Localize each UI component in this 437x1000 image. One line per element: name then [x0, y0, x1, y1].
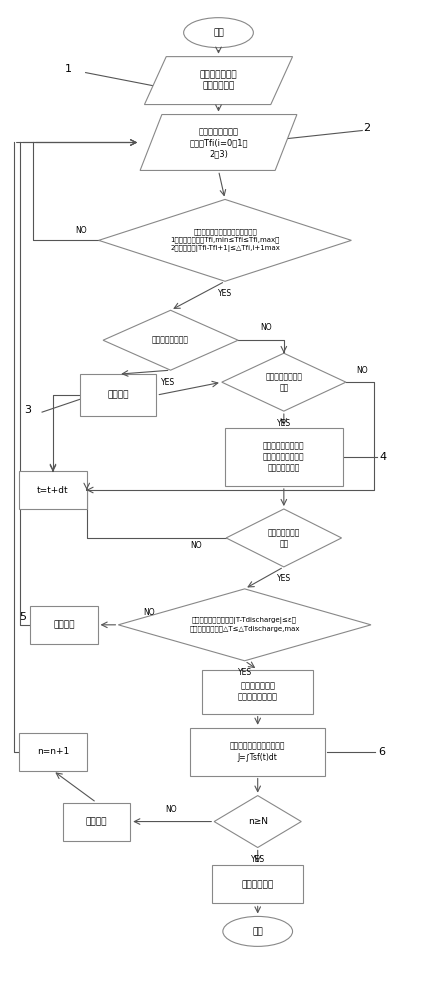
Polygon shape — [118, 589, 371, 661]
Text: 2: 2 — [363, 123, 370, 133]
Text: NO: NO — [76, 226, 87, 235]
Polygon shape — [145, 57, 292, 105]
Text: 结束: 结束 — [252, 927, 263, 936]
Polygon shape — [140, 115, 297, 170]
Ellipse shape — [223, 916, 292, 946]
Text: 开始: 开始 — [213, 28, 224, 37]
Text: YES: YES — [238, 668, 252, 677]
Bar — [190, 728, 325, 776]
Text: 坯料温度场跟踪功能
模块，计算坯料当前
位置的节点温度: 坯料温度场跟踪功能 模块，计算坯料当前 位置的节点温度 — [263, 441, 305, 473]
Polygon shape — [103, 310, 238, 370]
Bar — [225, 428, 343, 486]
Text: 3: 3 — [24, 405, 31, 415]
Text: 炉温修正: 炉温修正 — [86, 817, 107, 826]
Text: NO: NO — [190, 541, 201, 550]
Text: 进入下一温度跟踪
周期: 进入下一温度跟踪 周期 — [265, 372, 302, 392]
Text: YES: YES — [277, 574, 291, 583]
Text: 坯料加热曲线: 坯料加热曲线 — [242, 880, 274, 889]
Text: 1: 1 — [65, 64, 72, 74]
Text: YES: YES — [277, 419, 291, 428]
Text: n=n+1: n=n+1 — [37, 747, 69, 756]
Bar — [63, 803, 130, 841]
Text: NO: NO — [260, 323, 272, 332]
Text: 炉温修正: 炉温修正 — [53, 620, 75, 629]
Polygon shape — [99, 199, 351, 281]
Text: t=t+dt: t=t+dt — [37, 486, 69, 495]
Text: 5: 5 — [19, 612, 26, 622]
Text: 坯料达到目标出炉温度|T-Tdischarge|≤ε、
满足出炉断面温差△T≤△Tdischarge,max: 坯料达到目标出炉温度|T-Tdischarge|≤ε、 满足出炉断面温差△T≤△… — [189, 617, 300, 632]
Text: 加热炉各炉段炉温
设定值Tfi(i=0、1、
2、3): 加热炉各炉段炉温 设定值Tfi(i=0、1、 2、3) — [189, 127, 248, 158]
Text: 表面温度积分替代目标函数
J=∫Tsf(t)dt: 表面温度积分替代目标函数 J=∫Tsf(t)dt — [230, 742, 285, 762]
Text: 4: 4 — [380, 452, 387, 462]
Text: 各炉段设定的炉温满足约束条件：
1、各控制段炉温Tfi,min≤Tfi≤Tfi,max；
2、段间温差|Tfi-Tfi+1|≤△Tfi,i+1max: 各炉段设定的炉温满足约束条件： 1、各控制段炉温Tfi,min≤Tfi≤Tfi,… — [170, 229, 280, 252]
Text: YES: YES — [161, 378, 176, 387]
Text: 6: 6 — [378, 747, 385, 757]
Ellipse shape — [184, 18, 253, 48]
Text: YES: YES — [218, 289, 232, 298]
Bar — [30, 606, 97, 644]
Text: 坯料步进至出炉
位置: 坯料步进至出炉 位置 — [267, 528, 300, 548]
Text: 坯料步进: 坯料步进 — [108, 391, 129, 400]
Text: NO: NO — [165, 805, 177, 814]
Text: 进入下一步进周期: 进入下一步进周期 — [152, 336, 189, 345]
Text: 一块坯料几何参
数及物性参数: 一块坯料几何参 数及物性参数 — [200, 71, 237, 91]
Bar — [80, 374, 156, 416]
Polygon shape — [226, 509, 342, 567]
Text: NO: NO — [143, 608, 155, 617]
Text: YES: YES — [251, 855, 265, 864]
Bar — [19, 733, 87, 771]
Bar — [19, 471, 87, 509]
Text: NO: NO — [357, 366, 368, 375]
Bar — [212, 865, 303, 903]
Polygon shape — [222, 353, 346, 411]
Polygon shape — [214, 796, 301, 848]
Bar — [202, 670, 313, 714]
Text: 拟合坯料升温曲
线，得出拟合函数: 拟合坯料升温曲 线，得出拟合函数 — [238, 682, 277, 702]
Text: n≥N: n≥N — [248, 817, 268, 826]
